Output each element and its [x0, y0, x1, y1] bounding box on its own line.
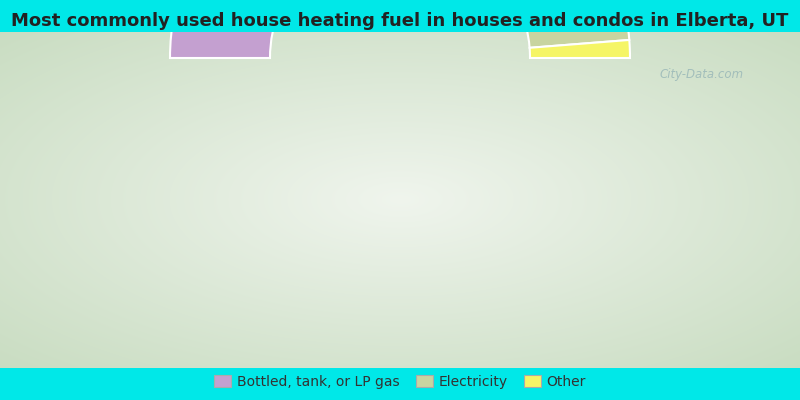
Wedge shape: [400, 0, 630, 48]
Wedge shape: [530, 40, 630, 58]
Text: Most commonly used house heating fuel in houses and condos in Elberta, UT: Most commonly used house heating fuel in…: [11, 12, 789, 30]
Legend: Bottled, tank, or LP gas, Electricity, Other: Bottled, tank, or LP gas, Electricity, O…: [209, 370, 591, 394]
Wedge shape: [170, 0, 400, 58]
Text: City-Data.com: City-Data.com: [660, 68, 744, 81]
